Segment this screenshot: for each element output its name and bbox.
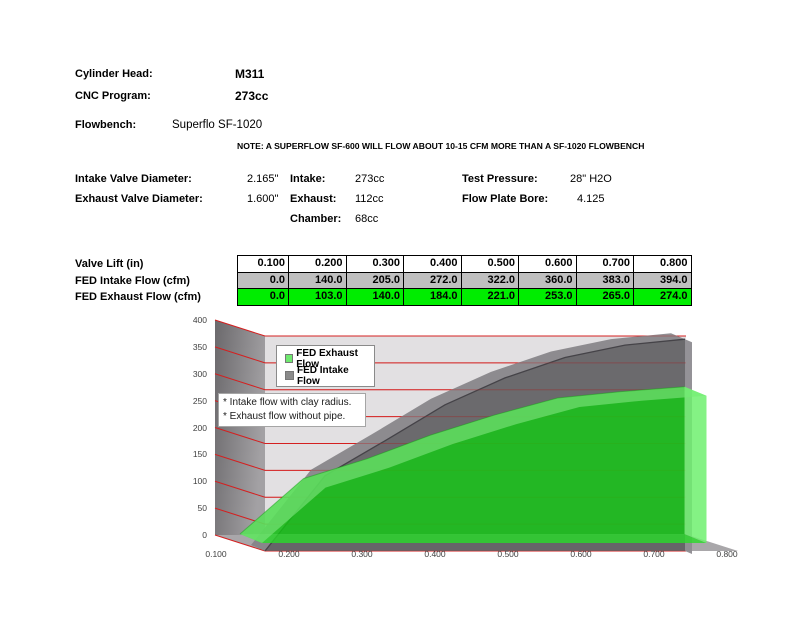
legend-swatch-exhaust xyxy=(285,354,294,363)
exhaust-cc-value[interactable]: 112cc xyxy=(355,193,384,205)
lift-cell-4[interactable]: 0.500 xyxy=(461,256,518,272)
y-tick-200: 200 xyxy=(192,422,207,433)
intake-flow-cell-5[interactable]: 360.0 xyxy=(519,272,576,288)
test-pressure-label: Test Pressure: xyxy=(462,173,538,185)
y-tick-50: 50 xyxy=(197,503,207,514)
y-tick-250: 250 xyxy=(192,395,207,406)
lift-cell-7[interactable]: 0.800 xyxy=(634,256,691,272)
flow-plate-bore-label: Flow Plate Bore: xyxy=(462,193,549,205)
y-tick-350: 350 xyxy=(192,341,207,352)
x-tick-0.600: 0.600 xyxy=(570,549,592,559)
cylinder-head-value[interactable]: M311 xyxy=(235,67,265,81)
y-tick-400: 400 xyxy=(192,315,207,325)
y-tick-100: 100 xyxy=(192,476,207,487)
flow-chart[interactable]: 400 350 300 250 200 150 100 50 0 0.100 0.200 0.300… xyxy=(170,300,785,585)
flow-plate-bore-value[interactable]: 4.125 xyxy=(577,193,605,205)
intake-flow-cell-7[interactable]: 394.0 xyxy=(634,272,691,288)
exhaust-flow-cell-1[interactable]: 103.0 xyxy=(289,289,346,305)
y-tick-0: 0 xyxy=(202,530,207,540)
legend-label-exhaust: FED Exhaust Flow xyxy=(296,347,358,370)
flowbench-label: Flowbench: xyxy=(75,119,137,131)
exhaust-flow-cell-3[interactable]: 184.0 xyxy=(404,289,461,305)
cnc-program-label: CNC Program: xyxy=(75,90,151,102)
flowbench-note: NOTE: A SUPERFLOW SF-600 WILL FLOW ABOUT… xyxy=(237,141,645,151)
lift-cell-2[interactable]: 0.300 xyxy=(346,256,403,272)
intake-flow-cell-4[interactable]: 322.0 xyxy=(461,272,518,288)
x-tick-0.200: 0.200 xyxy=(278,549,300,559)
lift-cell-6[interactable]: 0.700 xyxy=(576,256,633,272)
lift-cell-3[interactable]: 0.400 xyxy=(404,256,461,272)
x-tick-0.300: 0.300 xyxy=(351,549,373,559)
flowbench-value[interactable]: Superflo SF-1020 xyxy=(172,119,263,131)
intake-valve-diameter-value[interactable]: 2.165" xyxy=(247,173,279,185)
table-row-label-intake-flow: FED Intake Flow (cfm) xyxy=(75,274,190,287)
intake-valve-diameter-label: Intake Valve Diameter: xyxy=(75,173,192,185)
intake-cc-label: Intake: xyxy=(290,173,326,185)
intake-flow-cell-6[interactable]: 383.0 xyxy=(576,272,633,288)
lift-cell-1[interactable]: 0.200 xyxy=(289,256,346,272)
x-tick-0.500: 0.500 xyxy=(497,549,519,559)
chart-legend[interactable]: FED Exhaust Flow FED Intake Flow xyxy=(276,345,375,387)
x-tick-0.700: 0.700 xyxy=(643,549,665,559)
exhaust-valve-diameter-value[interactable]: 1.600" xyxy=(247,193,279,205)
cylinder-head-label: Cylinder Head: xyxy=(75,68,153,80)
x-tick-0.100: 0.100 xyxy=(205,549,227,559)
annotation-line-1: * Intake flow with clay radius. xyxy=(223,397,352,408)
legend-item-intake[interactable]: FED Intake Flow xyxy=(285,364,374,387)
exhaust-flow-cell-4[interactable]: 221.0 xyxy=(461,289,518,305)
lift-cell-5[interactable]: 0.600 xyxy=(519,256,576,272)
intake-flow-cell-1[interactable]: 140.0 xyxy=(289,272,346,288)
test-pressure-value[interactable]: 28" H2O xyxy=(570,173,612,185)
table-row-label-exhaust-flow: FED Exhaust Flow (cfm) xyxy=(75,291,201,303)
exhaust-flow-cell-6[interactable]: 265.0 xyxy=(576,289,633,305)
exhaust-flow-cell-2[interactable]: 140.0 xyxy=(346,289,403,305)
exhaust-flow-cell-5[interactable]: 253.0 xyxy=(519,289,576,305)
legend-swatch-intake xyxy=(285,371,294,380)
cnc-program-value[interactable]: 273cc xyxy=(235,89,269,103)
y-tick-150: 150 xyxy=(192,449,207,460)
exhaust-flow-cell-0[interactable]: 0.0 xyxy=(238,289,288,305)
x-tick-0.400: 0.400 xyxy=(424,549,446,559)
legend-item-exhaust[interactable]: FED Exhaust Flow xyxy=(285,347,374,370)
exhaust-cc-label: Exhaust: xyxy=(290,193,337,205)
flow-data-table[interactable]: 0.100 0.200 0.300 0.400 0.500 0.600 0.700 0.800… xyxy=(237,255,692,306)
y-tick-300: 300 xyxy=(192,368,207,379)
exhaust-flow-cell-7[interactable]: 274.0 xyxy=(634,289,691,305)
annotation-line-2: * Exhaust flow without pipe. xyxy=(223,411,346,422)
intake-cc-value[interactable]: 273cc xyxy=(355,173,385,185)
intake-flow-cell-0[interactable]: 0.0 xyxy=(238,272,288,288)
chamber-value[interactable]: 68cc xyxy=(355,213,379,225)
chart-annotation: * Intake flow with clay radius. * Exhaus… xyxy=(218,393,366,427)
x-tick-0.800: 0.800 xyxy=(716,549,738,559)
lift-cell-0[interactable]: 0.100 xyxy=(238,256,288,272)
flow-chart-canvas[interactable] xyxy=(170,300,785,585)
table-row-label-valve-lift: Valve Lift (in) xyxy=(75,258,144,270)
chamber-label: Chamber: xyxy=(290,213,342,225)
exhaust-valve-diameter-label: Exhaust Valve Diameter: xyxy=(75,193,203,205)
intake-flow-cell-2[interactable]: 205.0 xyxy=(346,272,403,288)
legend-label-intake: FED Intake Flow xyxy=(296,364,349,387)
intake-flow-cell-3[interactable]: 272.0 xyxy=(404,272,461,288)
